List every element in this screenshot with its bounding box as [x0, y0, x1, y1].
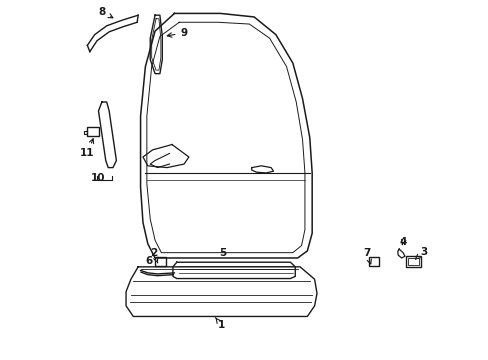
Text: 8: 8	[98, 6, 113, 18]
Text: 1: 1	[215, 318, 224, 330]
Text: 10: 10	[91, 173, 105, 183]
Bar	[155, 257, 165, 266]
Text: 2: 2	[150, 248, 158, 263]
Text: 11: 11	[80, 139, 95, 158]
Bar	[87, 127, 99, 136]
Bar	[407, 258, 418, 265]
Text: 5: 5	[219, 248, 226, 258]
Text: 6: 6	[145, 256, 153, 266]
Text: 3: 3	[415, 247, 427, 259]
Text: 4: 4	[399, 237, 406, 247]
Bar	[406, 256, 420, 267]
Text: 9: 9	[167, 28, 187, 38]
Text: 7: 7	[363, 248, 370, 264]
Bar	[368, 257, 379, 266]
